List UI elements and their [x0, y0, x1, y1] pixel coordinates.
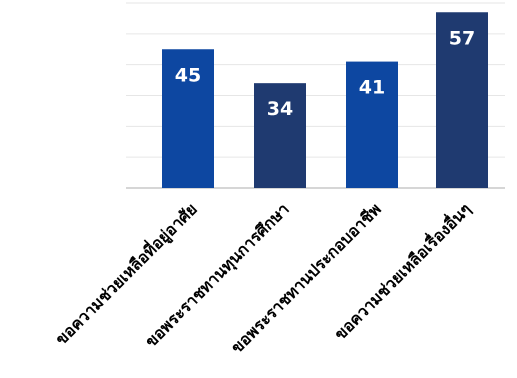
- bar-value-label: 41: [359, 77, 385, 99]
- bar-value-label: 34: [267, 98, 293, 120]
- category-label: ขอความช่วยเหลือที่อยู่อาศัย: [50, 198, 202, 350]
- bar: [162, 49, 214, 188]
- bar-value-label: 45: [175, 64, 201, 86]
- bar-value-label: 57: [449, 27, 475, 49]
- bar: [254, 83, 306, 188]
- category-label: ขอพระราชทานประกอบอาชีพ: [227, 199, 385, 357]
- bar: [436, 12, 488, 188]
- data-labels: 45 34 41 57: [175, 27, 475, 120]
- bars: [162, 12, 488, 189]
- bar: [346, 61, 398, 189]
- category-labels: ขอความช่วยเหลือที่อยู่อาศัยขอพระราชทานทุ…: [50, 198, 475, 357]
